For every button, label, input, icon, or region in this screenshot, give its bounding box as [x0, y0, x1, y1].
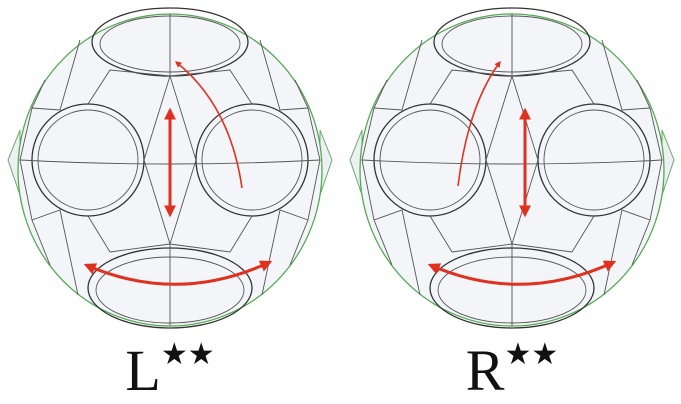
label-superscript: ★★	[161, 338, 215, 371]
figure-label: R★★	[466, 338, 558, 403]
label-letter: R	[466, 338, 505, 403]
sphere-left	[7, 7, 333, 329]
label-letter: L	[125, 338, 160, 403]
label-superscript: ★★	[504, 338, 558, 371]
sphere-right	[349, 7, 675, 329]
figure-label: L★★	[125, 338, 214, 403]
